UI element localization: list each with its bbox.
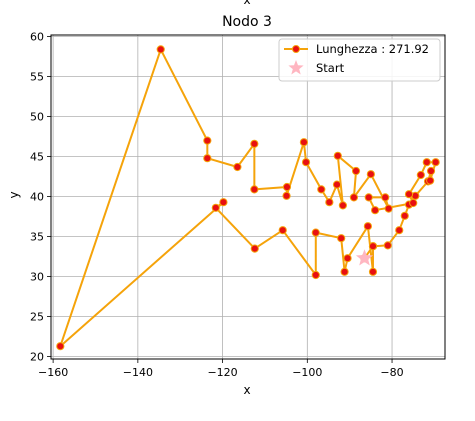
route-point [301,158,311,167]
legend-label-start: Start [316,61,345,75]
route-point [343,254,352,263]
x-tick-label: −80 [380,366,403,379]
route-point [278,226,287,235]
route-point [404,190,414,199]
y-tick-label: 50 [30,111,44,124]
route-point [349,193,359,202]
route-point [325,198,334,207]
route-point [219,198,228,207]
route-point [431,158,440,167]
route-point [426,166,436,176]
route-point [384,204,393,213]
route-point [366,170,375,179]
y-tick-label: 20 [30,351,44,364]
route-point [250,244,259,253]
route-point [368,267,378,276]
route-point [211,203,220,212]
route-path [59,48,437,348]
route-point [311,270,320,280]
chart-title: Nodo 3 [222,14,272,30]
x-tick-label: −100 [292,366,322,379]
y-tick-label: 25 [30,311,44,324]
route-point [409,198,418,208]
y-tick-label: 45 [30,151,44,164]
route-point [156,45,165,54]
route-point [368,242,378,251]
route-point [203,154,212,163]
route-point [250,185,259,194]
route-point [383,241,392,250]
route-point [311,228,320,237]
top-cut-label: x [243,0,250,7]
x-tick-label: −140 [123,366,153,379]
route-point [299,138,309,147]
start-star-icon [355,249,374,266]
x-axis-ticks: −160 −140 −120 −100 −80 [38,359,404,379]
route-point [233,162,242,172]
route-point [340,267,349,276]
route-point [337,234,346,243]
route-point [282,182,292,192]
route-point [333,151,342,160]
x-tick-label: −120 [207,366,237,379]
y-tick-label: 30 [30,271,44,284]
route-point [422,158,431,167]
route-point [250,139,259,148]
route-point [426,176,435,185]
legend-box [278,38,441,82]
y-tick-label: 60 [30,31,44,44]
route-point [381,193,390,202]
route-point [395,226,404,235]
y-tick-label: 35 [30,231,44,244]
legend-marker-swatch [292,45,300,53]
x-axis-label: x [243,383,250,397]
route-point [400,211,409,220]
route-point [416,170,425,180]
y-tick-label: 55 [30,71,44,84]
series-markers [56,45,440,351]
route-point [282,191,291,200]
legend: Lunghezza : 271.92 Start [278,38,441,82]
route-point [364,193,373,202]
y-axis-ticks: 20 25 30 35 40 45 50 55 60 [30,31,51,364]
route-point [56,342,65,351]
y-axis-label: y [7,191,21,198]
y-tick-label: 40 [30,191,44,204]
route-point [338,201,347,210]
legend-label-series: Lunghezza : 271.92 [316,42,429,56]
start-layer [355,249,374,266]
route-point [317,185,326,194]
route-point [370,206,380,215]
route-point [332,180,342,189]
route-point [203,136,212,145]
route-point [351,166,361,176]
legend-start-star-icon [288,60,304,75]
x-tick-label: −160 [38,366,68,379]
series-line [59,48,437,348]
route-point [363,222,372,231]
